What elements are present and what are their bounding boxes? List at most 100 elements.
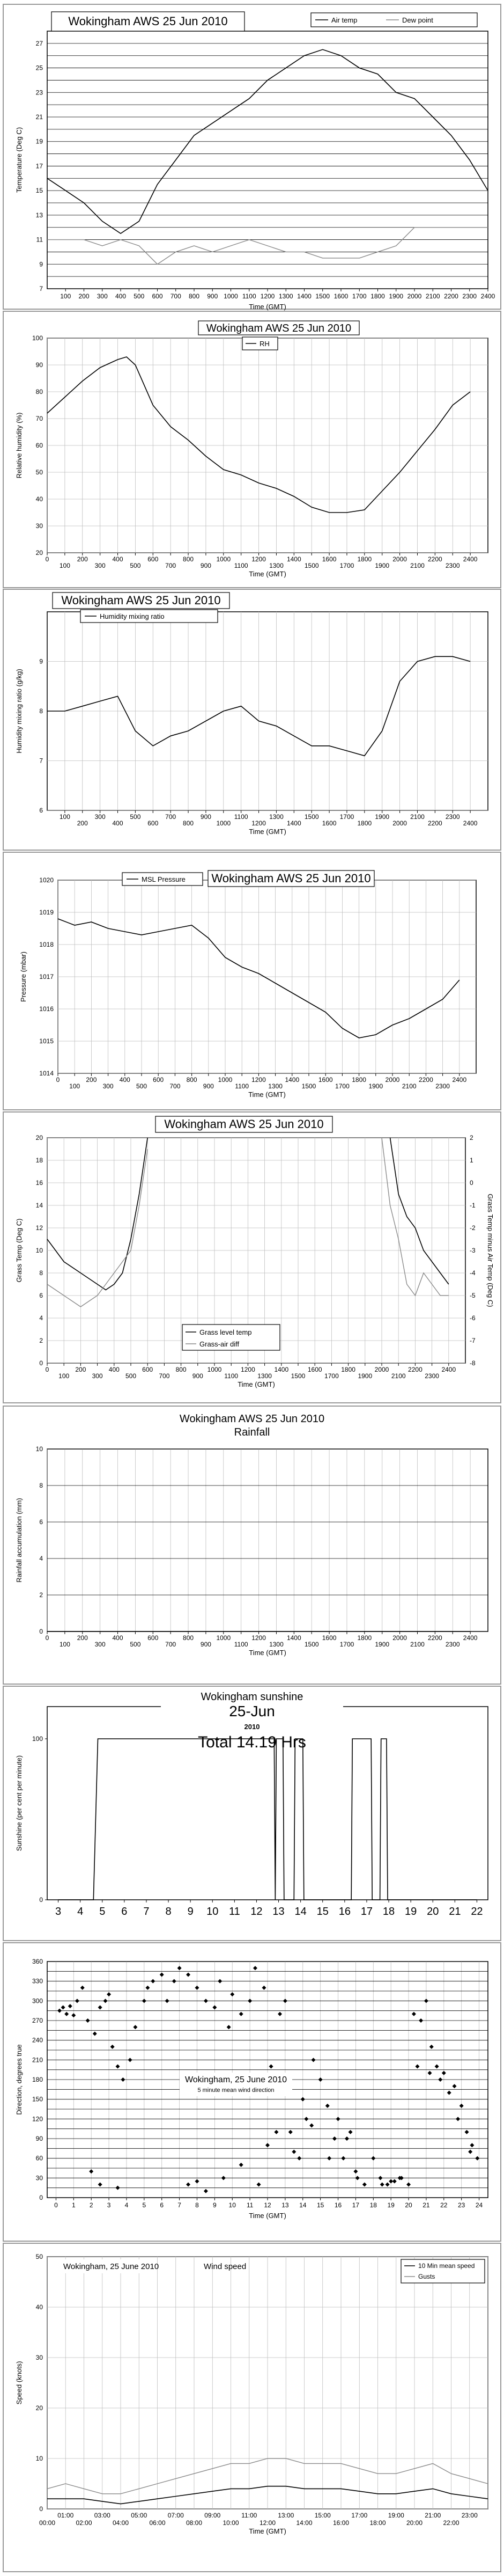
wspd-ytick-label: 30 [36, 2354, 43, 2361]
wspd-ytick-label: 0 [39, 2505, 43, 2513]
wspd-title-box [60, 2259, 157, 2273]
temp-xaxis-label: Time (GMT) [249, 303, 286, 311]
wdir-point [348, 2129, 353, 2134]
grass-yaxis-label: Grass Temp (Deg C) [15, 1219, 23, 1283]
wdir-point [172, 1979, 176, 1984]
wdir-point [186, 1972, 191, 1977]
temp-xtick-label: 600 [152, 292, 162, 300]
wspd-xtick-label: 15:00 [315, 2512, 331, 2519]
rain-ytick-label: 2 [39, 1591, 43, 1599]
wdir-xtick-label: 8 [195, 2201, 199, 2209]
mix-series-0-line [47, 656, 471, 757]
pres-ytick-label: 1016 [39, 1005, 54, 1013]
rh-xtick-label: 200 [77, 555, 88, 563]
wdir-xtick-label: 24 [476, 2201, 483, 2209]
wspd-ytick-label: 10 [36, 2455, 43, 2462]
wspd-ytick-label: 40 [36, 2303, 43, 2311]
pres-xaxis-label: Time (GMT) [248, 1091, 286, 1099]
wdir-point [203, 1999, 208, 2003]
rh-xtick-label: 500 [130, 562, 140, 569]
wdir-point [133, 2025, 138, 2030]
wdir-point [325, 2103, 330, 2108]
wdir-xtick-label: 12 [264, 2201, 271, 2209]
mix-yaxis-label: Humidity mixing ratio (g/kg) [15, 669, 23, 753]
wdir-point [452, 2084, 457, 2089]
rain-ytick-label: 4 [39, 1555, 43, 1562]
pres-xtick-label: 1000 [218, 1076, 233, 1084]
wdir-point [115, 2064, 120, 2069]
wdir-point [195, 1985, 199, 1990]
wdir-ytick-label: 210 [32, 2056, 43, 2063]
sun-xtick-label: 17 [361, 1906, 373, 1918]
temp-xtick-label: 1800 [370, 292, 385, 300]
temp-ytick-label: 13 [36, 211, 43, 219]
grass-y2tick-label: 0 [470, 1179, 473, 1187]
grass-y2tick-label: -1 [470, 1202, 476, 1209]
wdir-point [304, 2117, 309, 2121]
mix-ytick-label: 6 [39, 807, 43, 814]
wdir-point [336, 2117, 340, 2121]
rh-xtick-label: 2000 [392, 555, 407, 563]
wspd-ytick-label: 20 [36, 2404, 43, 2412]
rh-xtick-label: 800 [183, 555, 194, 563]
wdir-point [165, 1999, 169, 2003]
grass-ytick-label: 12 [36, 1224, 43, 1232]
sun-xtick-label: 14 [295, 1906, 307, 1918]
rain-ytick-label: 6 [39, 1518, 43, 1526]
temp-xtick-label: 1500 [315, 292, 330, 300]
mix-legend-entry: Humidity mixing ratio [100, 612, 165, 620]
wdir-ytick-label: 120 [32, 2115, 43, 2123]
wdir-ytick-label: 90 [36, 2135, 43, 2142]
grass-ytick-label: 4 [39, 1314, 43, 1322]
sun-xtick-label: 20 [427, 1906, 439, 1918]
wdir-point [98, 2182, 102, 2187]
sun-year: 2010 [244, 1723, 260, 1731]
wdir-point [371, 2156, 376, 2161]
wspd-xtick-label: 12:00 [260, 2519, 276, 2527]
wdir-ytick-label: 30 [36, 2174, 43, 2182]
pres-xtick-label: 1800 [352, 1076, 366, 1084]
temp-legend-entry: Dew point [402, 16, 433, 24]
sun-chart: 0 100 3 4 5 6 7 8 9 10 11 12 13 14 15 16 17 18 19 20 21 22 Sun… [3, 1686, 501, 1941]
pres-xtick-label: 1700 [335, 1082, 350, 1090]
wspd-xtick-label: 19:00 [388, 2512, 404, 2519]
rh-xtick-label: 1300 [269, 562, 284, 569]
wdir-ytick-label: 300 [32, 1997, 43, 2004]
rain-xtick-label: 900 [201, 1641, 211, 1648]
wspd-xtick-label: 18:00 [369, 2519, 386, 2527]
grass-y2tick-label: 1 [470, 1157, 473, 1164]
pres-yaxis-label: Pressure (mbar) [19, 952, 27, 1002]
rain-subtitle: Rainfall [234, 1426, 270, 1438]
pres-legend-entry: MSL Pressure [142, 875, 186, 883]
temp-xtick-label: 2400 [481, 292, 495, 300]
wdir-point [447, 2090, 451, 2095]
wspd-yaxis-label: Speed (knots) [15, 2361, 23, 2405]
wdir-point [92, 2031, 97, 2036]
rh-series-0-line [47, 356, 471, 513]
pres-xtick-label: 1100 [235, 1082, 249, 1090]
grass-ytick-label: 0 [39, 1359, 43, 1367]
grass-y2tick-label: -2 [470, 1224, 476, 1232]
wdir-point [380, 2182, 384, 2187]
mix-xtick-label: 200 [77, 819, 88, 827]
rh-chart: 2030405060708090100010020030040050060070… [3, 311, 501, 588]
pres-series-0-line [57, 918, 460, 1038]
wdir-xtick-label: 22 [440, 2201, 448, 2209]
wdir-ytick-label: 60 [36, 2155, 43, 2162]
rh-xtick-label: 2300 [446, 562, 460, 569]
sun-title-box [161, 1690, 343, 1729]
pres-xtick-label: 2000 [386, 1076, 400, 1084]
grass-xaxis-label: Time (GMT) [238, 1380, 275, 1388]
grass-ytick-label: 2 [39, 1337, 43, 1344]
wdir-point [441, 2070, 446, 2075]
temp-xtick-label: 2000 [407, 292, 422, 300]
wdir-point [362, 2182, 367, 2187]
mix-xtick-label: 1800 [357, 819, 372, 827]
wdir-point [128, 2058, 132, 2062]
temp-ytick-label: 15 [36, 187, 43, 194]
rain-xtick-label: 1300 [269, 1641, 284, 1648]
rain-xtick-label: 0 [46, 1634, 49, 1642]
sun-xtick-label: 8 [165, 1906, 171, 1918]
